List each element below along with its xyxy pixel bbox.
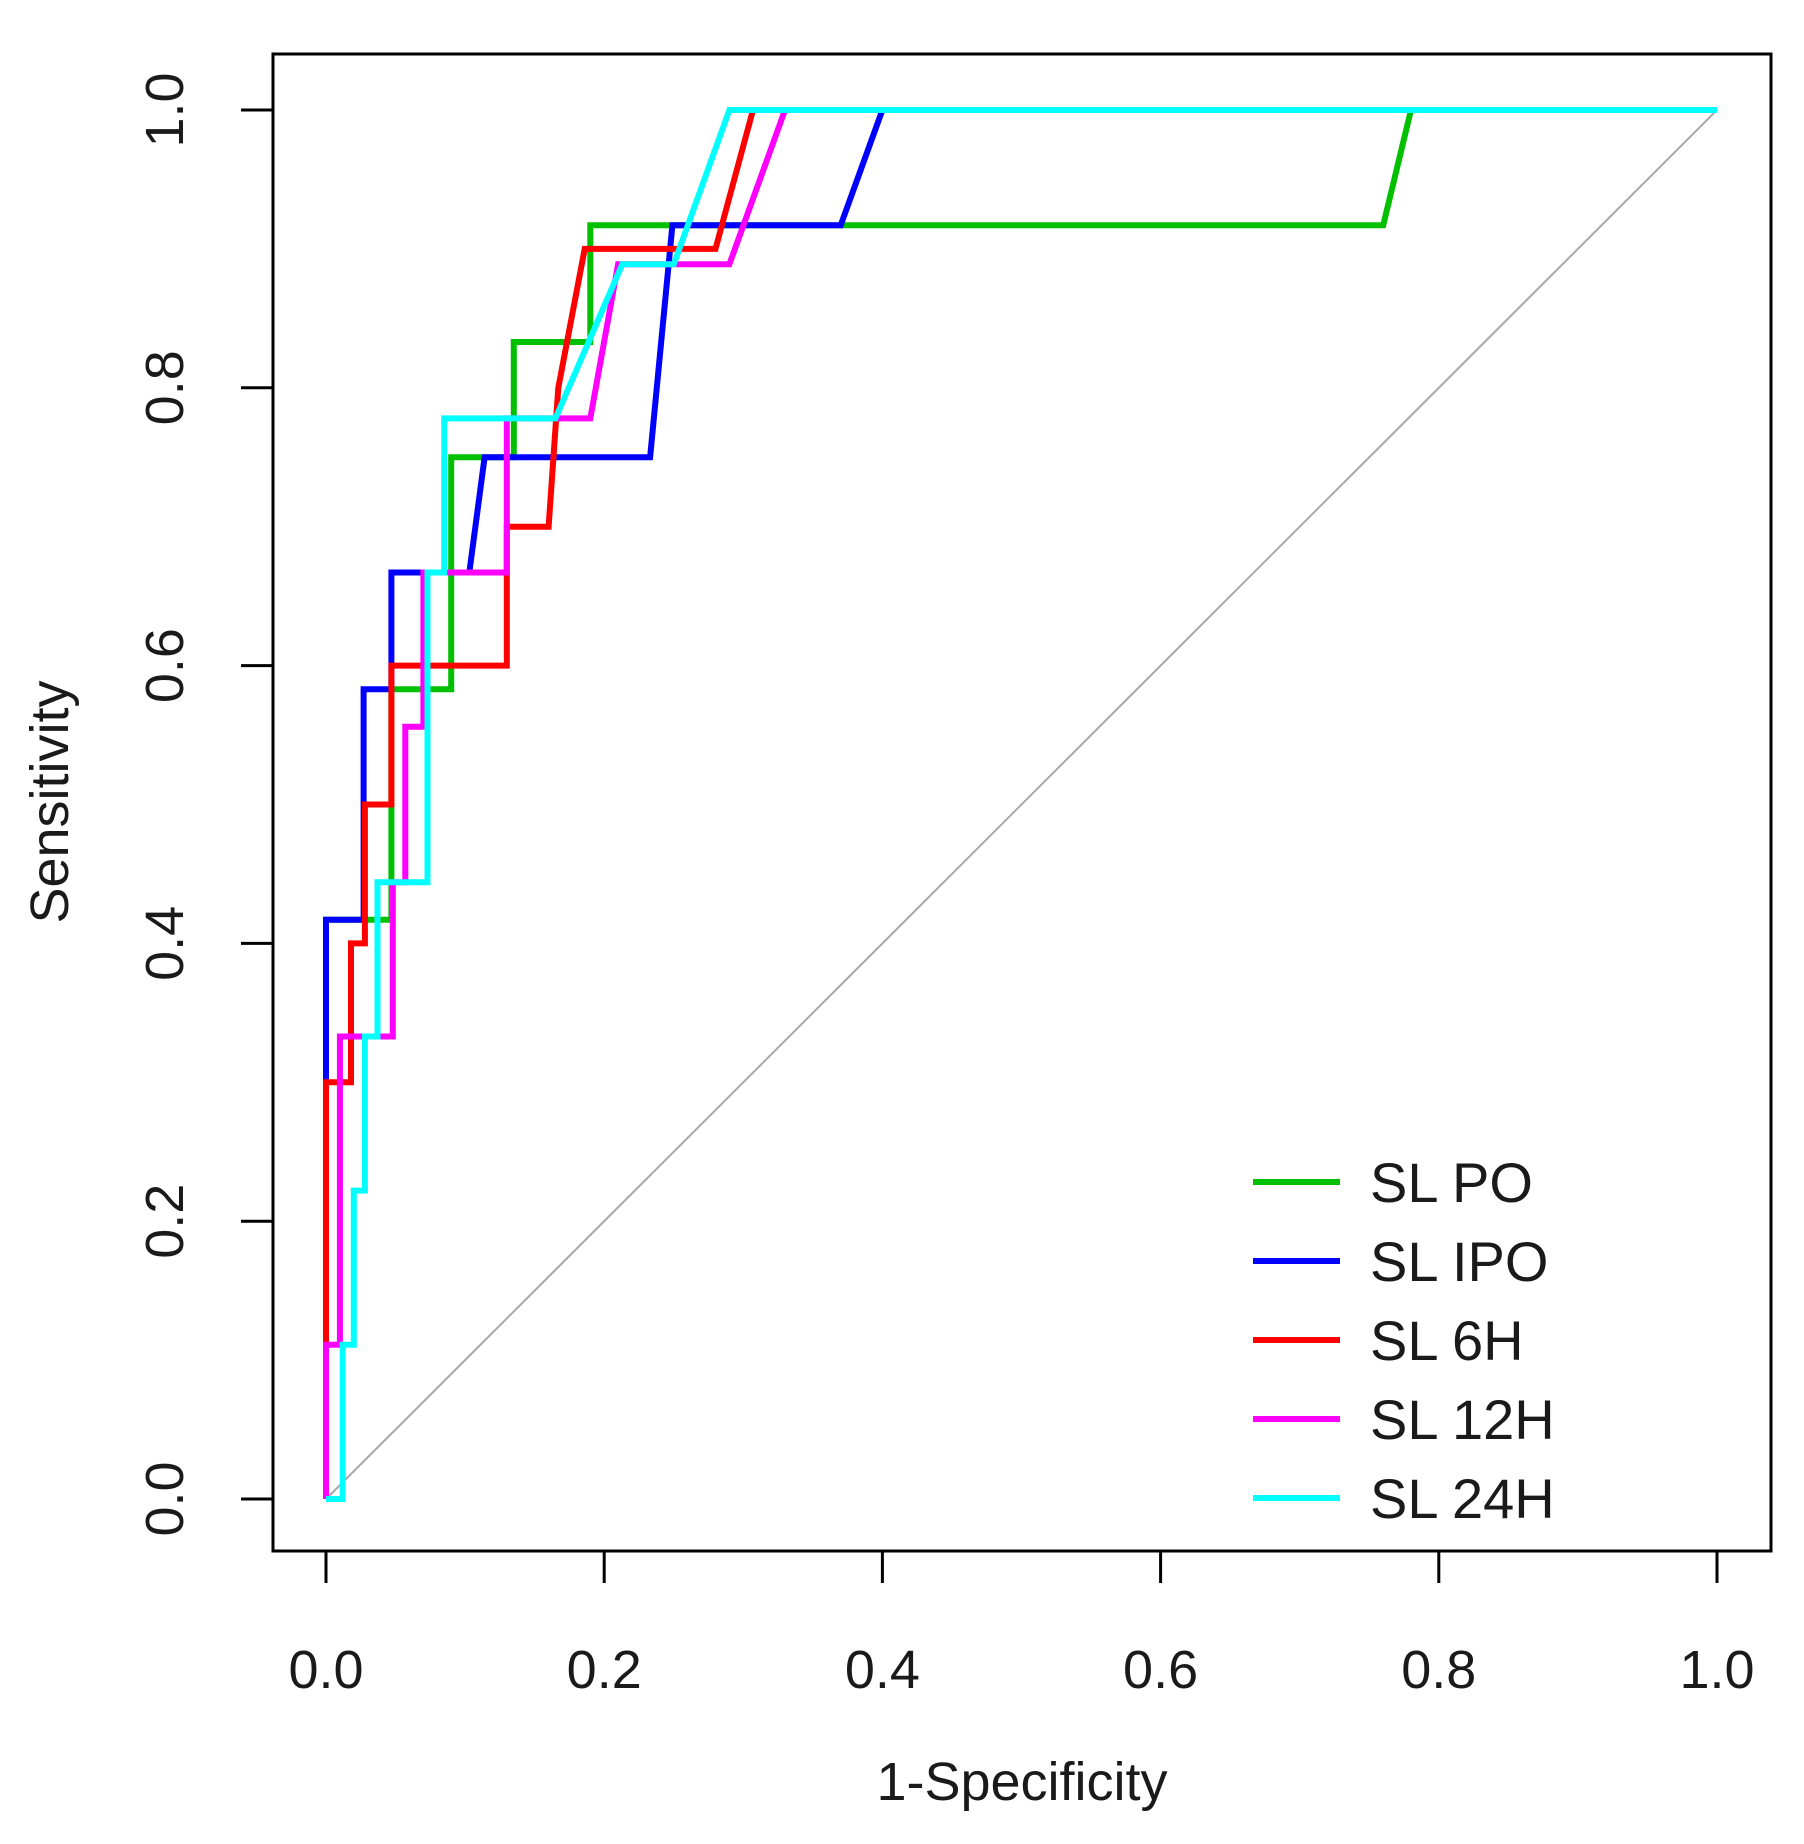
x-tick-label: 0.4 (845, 1640, 920, 1700)
y-tick-label: 0.8 (135, 350, 195, 425)
y-tick-label: 0.2 (135, 1184, 195, 1259)
x-tick-label: 0.8 (1401, 1640, 1476, 1700)
x-tick-label: 1.0 (1679, 1640, 1754, 1700)
legend: SL PO SL IPO SL 6H SL 12H SL 24H (1253, 1151, 1555, 1530)
legend-label: SL PO (1370, 1151, 1533, 1214)
reference-diagonal (325, 109, 1718, 1500)
y-tick-label: 0.0 (135, 1461, 195, 1536)
y-tick-label: 0.6 (135, 628, 195, 703)
y-tick-label: 1.0 (135, 72, 195, 147)
y-axis-title: Sensitivity (20, 680, 80, 923)
series-line-5 (326, 107, 1717, 1502)
legend-label: SL 6H (1370, 1309, 1524, 1372)
x-tick-label: 0.6 (1123, 1640, 1198, 1700)
legend-label: SL 24H (1370, 1467, 1555, 1530)
x-axis-title: 1-Specificity (876, 1752, 1167, 1812)
series-line-3 (323, 107, 1717, 1499)
legend-label: SL IPO (1370, 1230, 1548, 1293)
legend-label: SL 12H (1370, 1388, 1555, 1451)
y-tick-label: 0.4 (135, 906, 195, 981)
x-tick-label: 0.0 (288, 1640, 363, 1700)
x-tick-label: 0.2 (567, 1640, 642, 1700)
